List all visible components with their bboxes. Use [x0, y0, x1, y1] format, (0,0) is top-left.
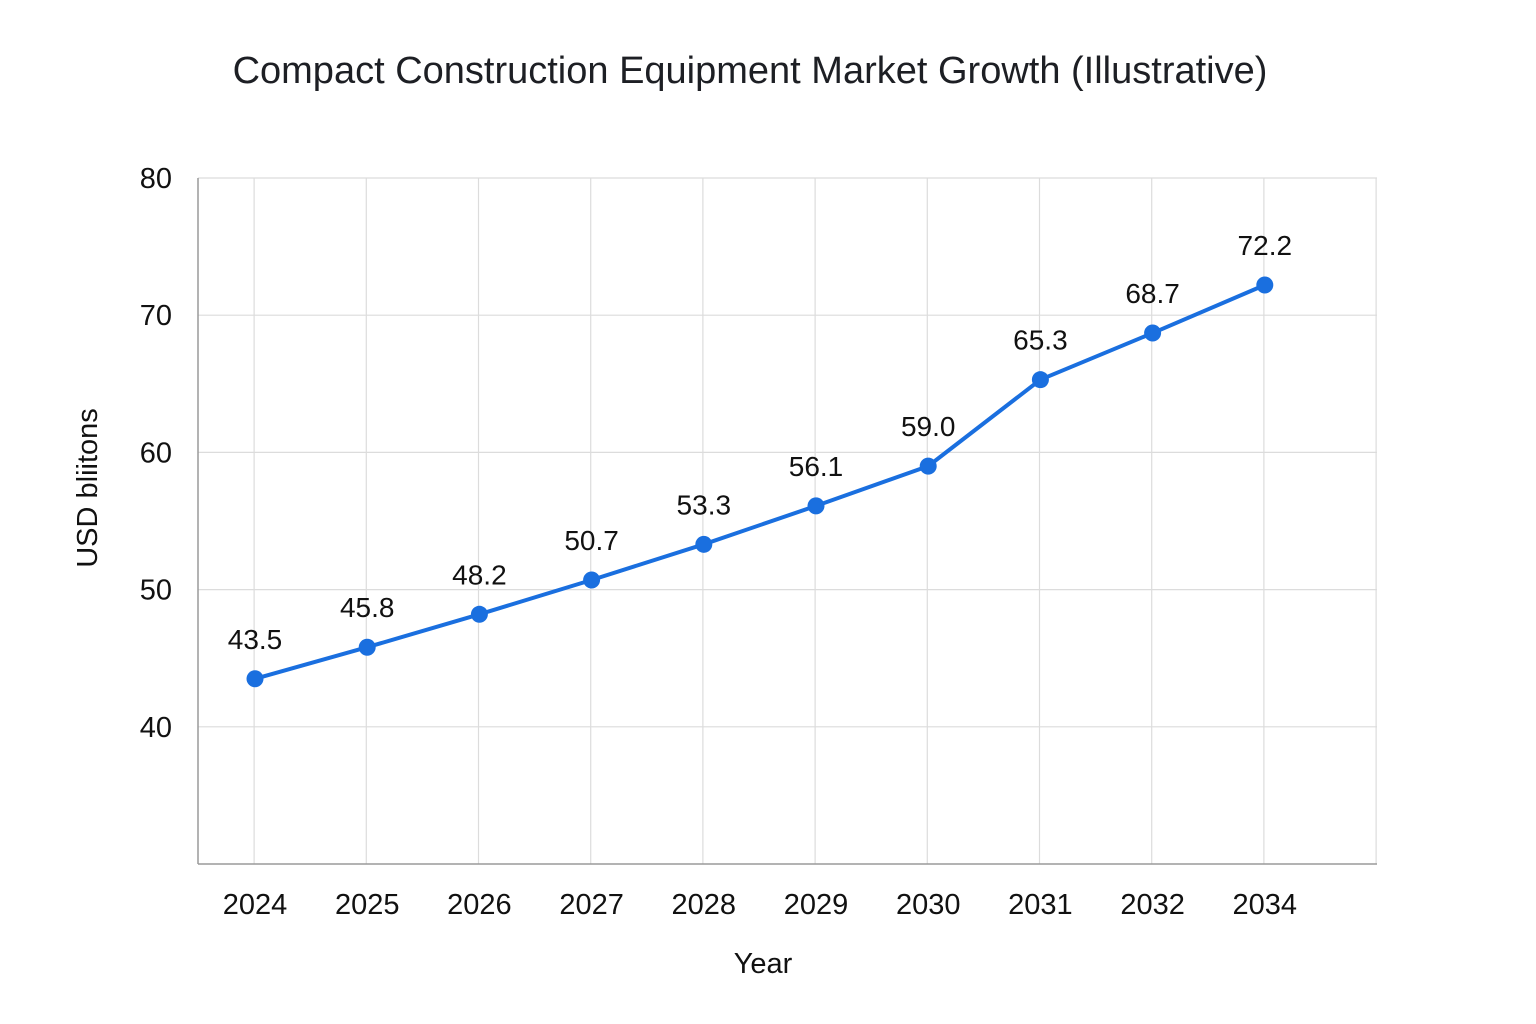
- data-label: 53.3: [677, 489, 732, 520]
- data-label: 56.1: [789, 451, 844, 482]
- data-point: [1144, 324, 1162, 342]
- x-tick-label: 2027: [559, 889, 624, 921]
- x-tick-label: 2028: [672, 889, 737, 921]
- y-axis-label: USD bliitons: [72, 408, 104, 568]
- data-label: 59.0: [901, 411, 956, 442]
- data-point: [1256, 276, 1274, 294]
- x-tick-label: 2032: [1120, 889, 1185, 921]
- x-tick-label: 2025: [335, 889, 400, 921]
- series-line: [254, 283, 1266, 681]
- data-label: 65.3: [1013, 325, 1068, 356]
- x-tick-label: 2031: [1008, 889, 1073, 921]
- data-point: [695, 535, 713, 553]
- x-tick-label: 2026: [447, 889, 512, 921]
- data-label: 48.2: [452, 559, 507, 590]
- data-point: [919, 457, 937, 475]
- y-tick-label: 80: [140, 163, 172, 195]
- x-tick-label: 2024: [223, 889, 288, 921]
- chart-title: Compact Construction Equipment Market Gr…: [232, 50, 1268, 92]
- data-label: 72.2: [1238, 230, 1293, 261]
- data-label: 45.8: [340, 592, 395, 623]
- data-label: 43.5: [228, 624, 283, 655]
- y-tick-label: 40: [140, 712, 172, 744]
- data-point: [358, 638, 376, 656]
- y-tick-label: 70: [140, 300, 172, 332]
- data-label: 50.7: [564, 525, 619, 556]
- y-tick-label: 50: [140, 575, 172, 607]
- y-tick-label: 60: [140, 437, 172, 469]
- data-point: [807, 497, 825, 515]
- x-tick-label: 2034: [1233, 889, 1298, 921]
- data-point: [246, 670, 264, 688]
- data-point: [583, 571, 601, 589]
- x-tick-label: 2029: [784, 889, 849, 921]
- data-point: [470, 605, 488, 623]
- data-label: 68.7: [1125, 278, 1180, 309]
- x-tick-label: 2030: [896, 889, 961, 921]
- x-axis-label: Year: [734, 948, 793, 980]
- data-point: [1031, 371, 1049, 389]
